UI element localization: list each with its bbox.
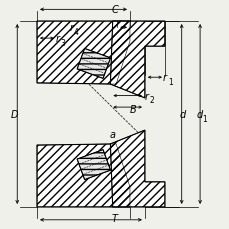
Text: 1: 1 [167, 77, 172, 87]
Text: B: B [129, 105, 136, 115]
Text: r: r [144, 91, 148, 101]
Text: 2: 2 [149, 96, 153, 105]
Text: r: r [162, 73, 166, 83]
Polygon shape [110, 131, 164, 207]
Text: a: a [109, 129, 115, 139]
Polygon shape [37, 22, 129, 85]
Text: 1: 1 [202, 114, 206, 123]
Text: d: d [196, 109, 202, 120]
Text: C: C [111, 5, 118, 15]
Text: d: d [179, 109, 185, 120]
Polygon shape [37, 144, 129, 207]
Text: T: T [112, 213, 117, 223]
Text: D: D [11, 109, 19, 120]
Polygon shape [77, 49, 110, 79]
Text: r: r [55, 34, 59, 44]
Polygon shape [77, 150, 110, 180]
Text: 3: 3 [60, 38, 65, 48]
Text: 4: 4 [74, 28, 79, 37]
Polygon shape [110, 22, 164, 98]
Text: r: r [69, 23, 73, 33]
